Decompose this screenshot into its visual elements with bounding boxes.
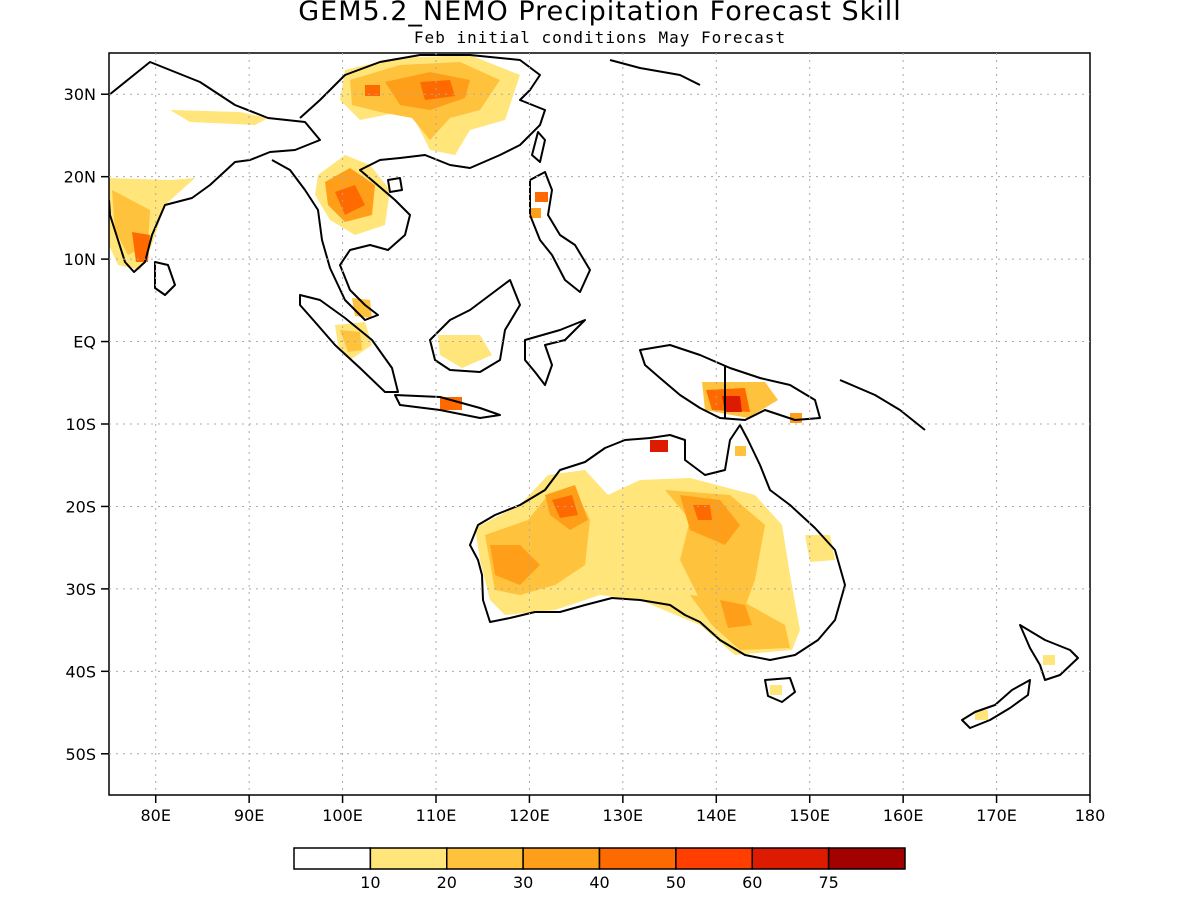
- legend-label: 75: [818, 873, 838, 892]
- lon-tick-label: 130E: [603, 806, 644, 825]
- latitude-axis: 30N 20N 10N EQ 10S 20S 30S 40S 50S: [64, 85, 109, 764]
- legend-label: 30: [513, 873, 533, 892]
- legend-swatch: [369, 847, 448, 870]
- map-subtitle: Feb initial conditions May Forecast: [413, 28, 787, 47]
- legend-swatch: [522, 847, 601, 870]
- lon-tick-label: 180: [1075, 806, 1106, 825]
- lat-tick-label: 50S: [65, 745, 96, 764]
- lon-tick-label: 140E: [696, 806, 737, 825]
- legend-swatch: [293, 847, 372, 870]
- legend-label: 50: [666, 873, 686, 892]
- grid-lines: [109, 53, 1090, 795]
- legend-label: 60: [742, 873, 762, 892]
- lon-tick-label: 120E: [509, 806, 550, 825]
- lat-tick-label: 20S: [65, 497, 96, 516]
- legend-label: 10: [360, 873, 380, 892]
- legend-swatch: [446, 847, 524, 870]
- coastlines: [109, 54, 1079, 729]
- longitude-axis: 80E 90E 100E 110E 120E 130E 140E 150E 160E 170E 18…: [140, 795, 1105, 825]
- lon-tick-label: 170E: [976, 806, 1017, 825]
- lat-tick-label: 30N: [64, 85, 96, 104]
- lon-tick-label: 100E: [322, 806, 363, 825]
- skill-shading: [109, 55, 1055, 720]
- legend-label: 40: [589, 873, 609, 892]
- legend-swatch: [598, 847, 677, 870]
- lon-tick-label: 110E: [416, 806, 457, 825]
- legend-swatch: [751, 847, 830, 870]
- lat-tick-label: EQ: [73, 333, 96, 352]
- lat-tick-label: 20N: [64, 168, 96, 187]
- legend-swatch: [675, 847, 753, 870]
- lon-tick-label: 80E: [140, 806, 170, 825]
- color-legend: 10 20 30 40 50 60 75: [293, 847, 906, 892]
- map-title: GEM5.2_NEMO Precipitation Forecast Skill: [298, 0, 902, 27]
- legend-swatch: [827, 847, 906, 870]
- lon-tick-label: 160E: [883, 806, 924, 825]
- lon-tick-label: 90E: [234, 806, 264, 825]
- lat-tick-label: 10N: [64, 250, 96, 269]
- lat-tick-label: 30S: [65, 580, 96, 599]
- legend-label: 20: [437, 873, 457, 892]
- lon-tick-label: 150E: [789, 806, 830, 825]
- lat-tick-label: 40S: [65, 662, 96, 681]
- lat-tick-label: 10S: [65, 415, 96, 434]
